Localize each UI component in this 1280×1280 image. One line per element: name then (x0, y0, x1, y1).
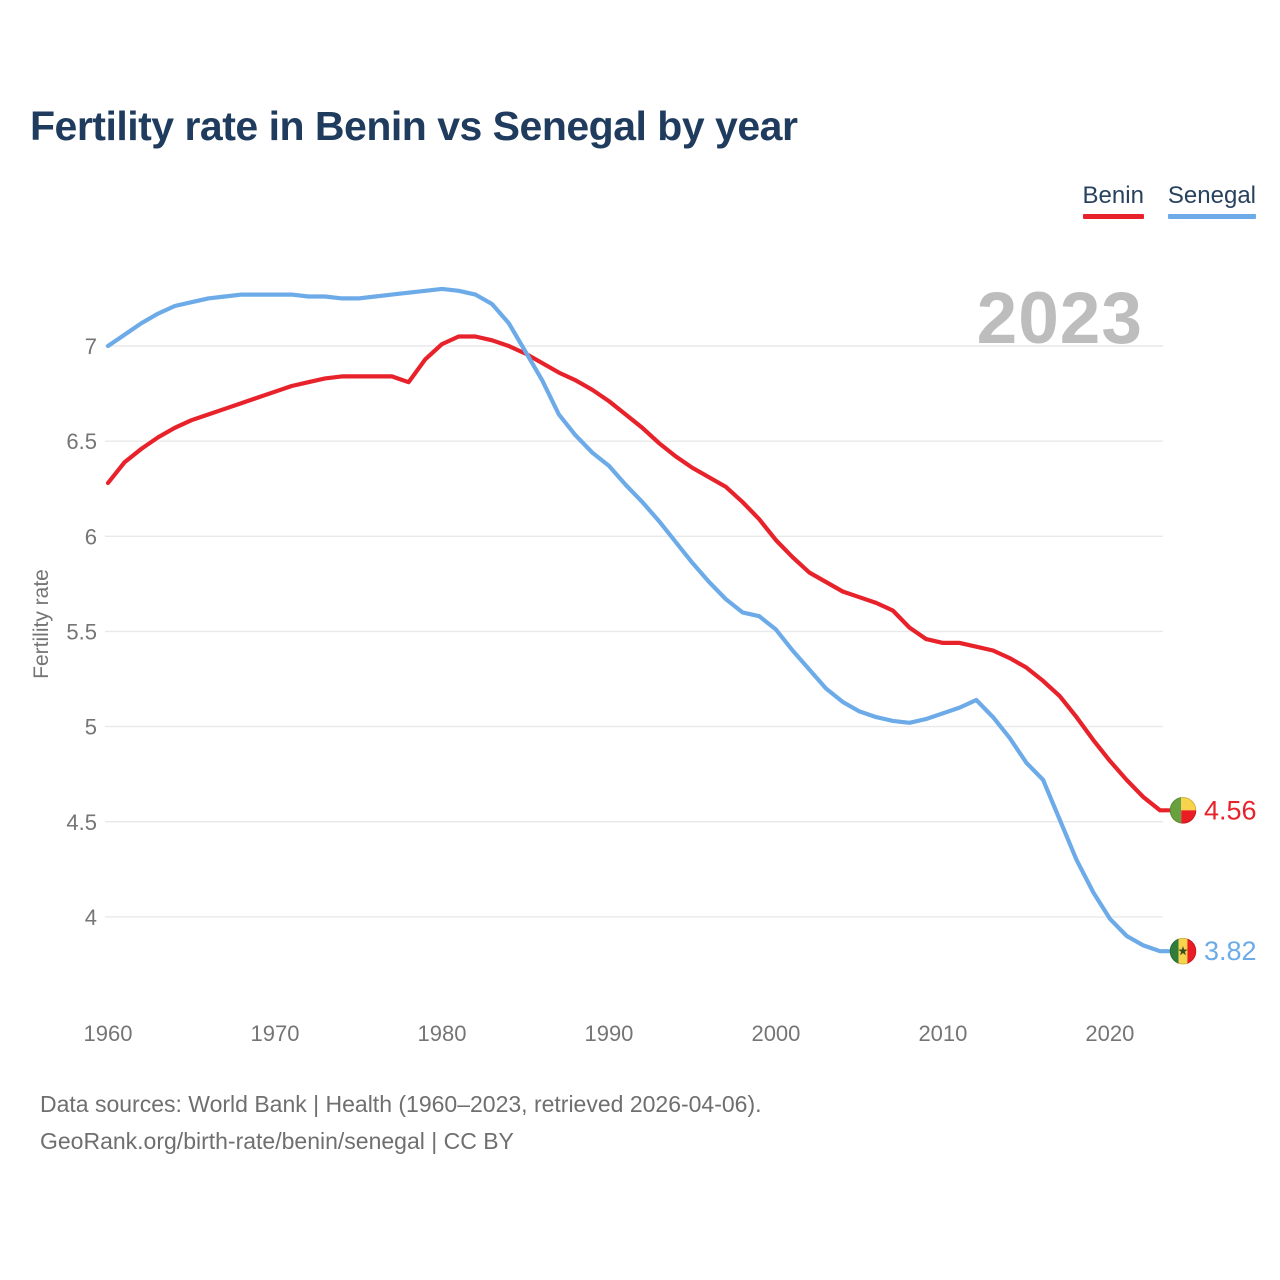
source-line: Data sources: World Bank | Health (1960–… (40, 1091, 762, 1117)
y-tick-label: 5 (85, 715, 97, 740)
y-axis-title: Fertility rate (30, 569, 53, 679)
senegal-flag-icon (1169, 937, 1197, 965)
gridlines: 7 6.5 6 5.5 5 4.5 4 1960 1970 1980 1990 2000 2010 202… (66, 334, 1163, 1046)
legend-item-senegal[interactable]: Senegal (1167, 182, 1256, 219)
legend-underline-senegal (1167, 214, 1256, 219)
y-tick-label: 5.5 (66, 619, 97, 644)
x-tick-label: 2020 (1085, 1021, 1134, 1046)
x-tick-label: 2000 (751, 1021, 800, 1046)
legend-label-senegal: Senegal (1167, 182, 1256, 209)
y-tick-label: 7 (85, 334, 97, 359)
y-tick-label: 4 (85, 905, 97, 930)
attribution-line: GeoRank.org/birth-rate/benin/senegal | C… (40, 1128, 514, 1154)
y-tick-label: 6 (85, 524, 97, 549)
chart-title: Fertility rate in Benin vs Senegal by ye… (30, 103, 798, 149)
benin-end-value: 4.56 (1204, 795, 1257, 825)
legend-label-benin: Benin (1082, 182, 1144, 209)
x-tick-label: 2010 (918, 1021, 967, 1046)
x-tick-label: 1980 (417, 1021, 466, 1046)
benin-flag-border (1169, 797, 1197, 824)
benin-line[interactable] (105, 334, 1172, 813)
legend-item-benin[interactable]: Benin (1082, 182, 1144, 219)
senegal-end-value: 3.82 (1204, 936, 1257, 966)
legend-underline-benin (1082, 214, 1144, 219)
data-source-note: Data sources: World Bank | Health (1960–… (40, 1086, 762, 1160)
senegal-line[interactable] (105, 286, 1172, 954)
x-tick-label: 1990 (584, 1021, 633, 1046)
x-tick-label: 1970 (251, 1021, 300, 1046)
year-watermark: 2023 (977, 278, 1143, 359)
x-tick-label: 1960 (84, 1021, 133, 1046)
y-tick-label: 6.5 (66, 429, 97, 454)
senegal-flag-border (1169, 937, 1197, 965)
y-tick-label: 4.5 (66, 810, 97, 835)
legend: Benin Senegal (1082, 182, 1256, 219)
